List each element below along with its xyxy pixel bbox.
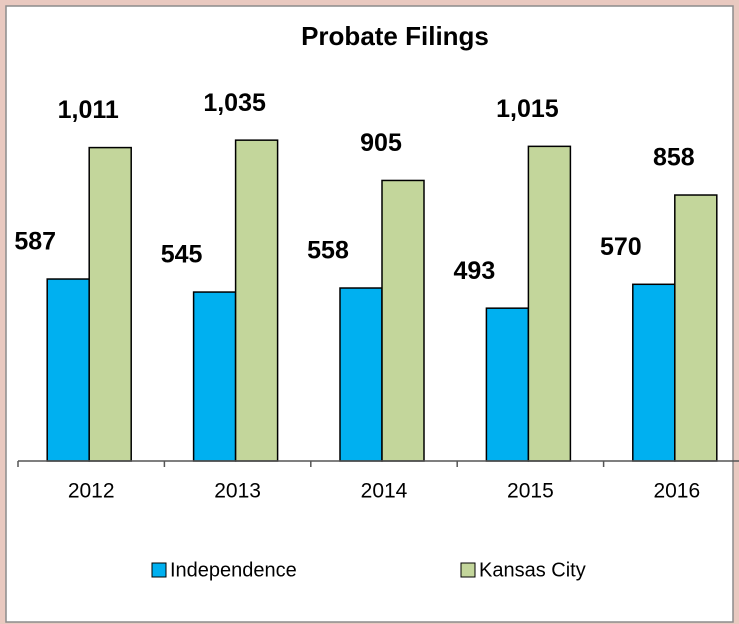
- legend-label: Independence: [170, 559, 297, 581]
- legend-swatch: [151, 562, 167, 578]
- value-label: 545: [161, 241, 203, 269]
- x-tick-label: 2013: [214, 480, 261, 503]
- x-tick-label: 2012: [68, 480, 115, 503]
- x-tick-label: 2014: [361, 480, 408, 503]
- value-label: 493: [454, 257, 496, 285]
- value-label: 570: [600, 233, 642, 261]
- bar: [674, 194, 718, 462]
- legend-label: Kansas City: [479, 559, 586, 581]
- bar: [46, 278, 90, 462]
- legend-swatch: [460, 562, 476, 578]
- value-label: 1,011: [58, 96, 119, 124]
- value-label: 558: [307, 237, 349, 265]
- value-label: 1,035: [203, 89, 266, 117]
- x-tick-label: 2015: [507, 480, 554, 503]
- bar: [88, 146, 132, 462]
- value-label: 858: [653, 144, 695, 172]
- value-label: 1,015: [496, 95, 559, 123]
- chart-title: Probate Filings: [301, 21, 489, 51]
- bar: [527, 145, 572, 462]
- bar: [632, 283, 676, 462]
- bar: [485, 307, 530, 462]
- bar: [234, 139, 279, 462]
- value-label: 905: [360, 129, 402, 157]
- bar: [339, 287, 383, 462]
- bar: [381, 179, 425, 462]
- value-label: 587: [14, 228, 56, 256]
- x-tick-label: 2016: [653, 480, 700, 503]
- bar: [192, 291, 237, 462]
